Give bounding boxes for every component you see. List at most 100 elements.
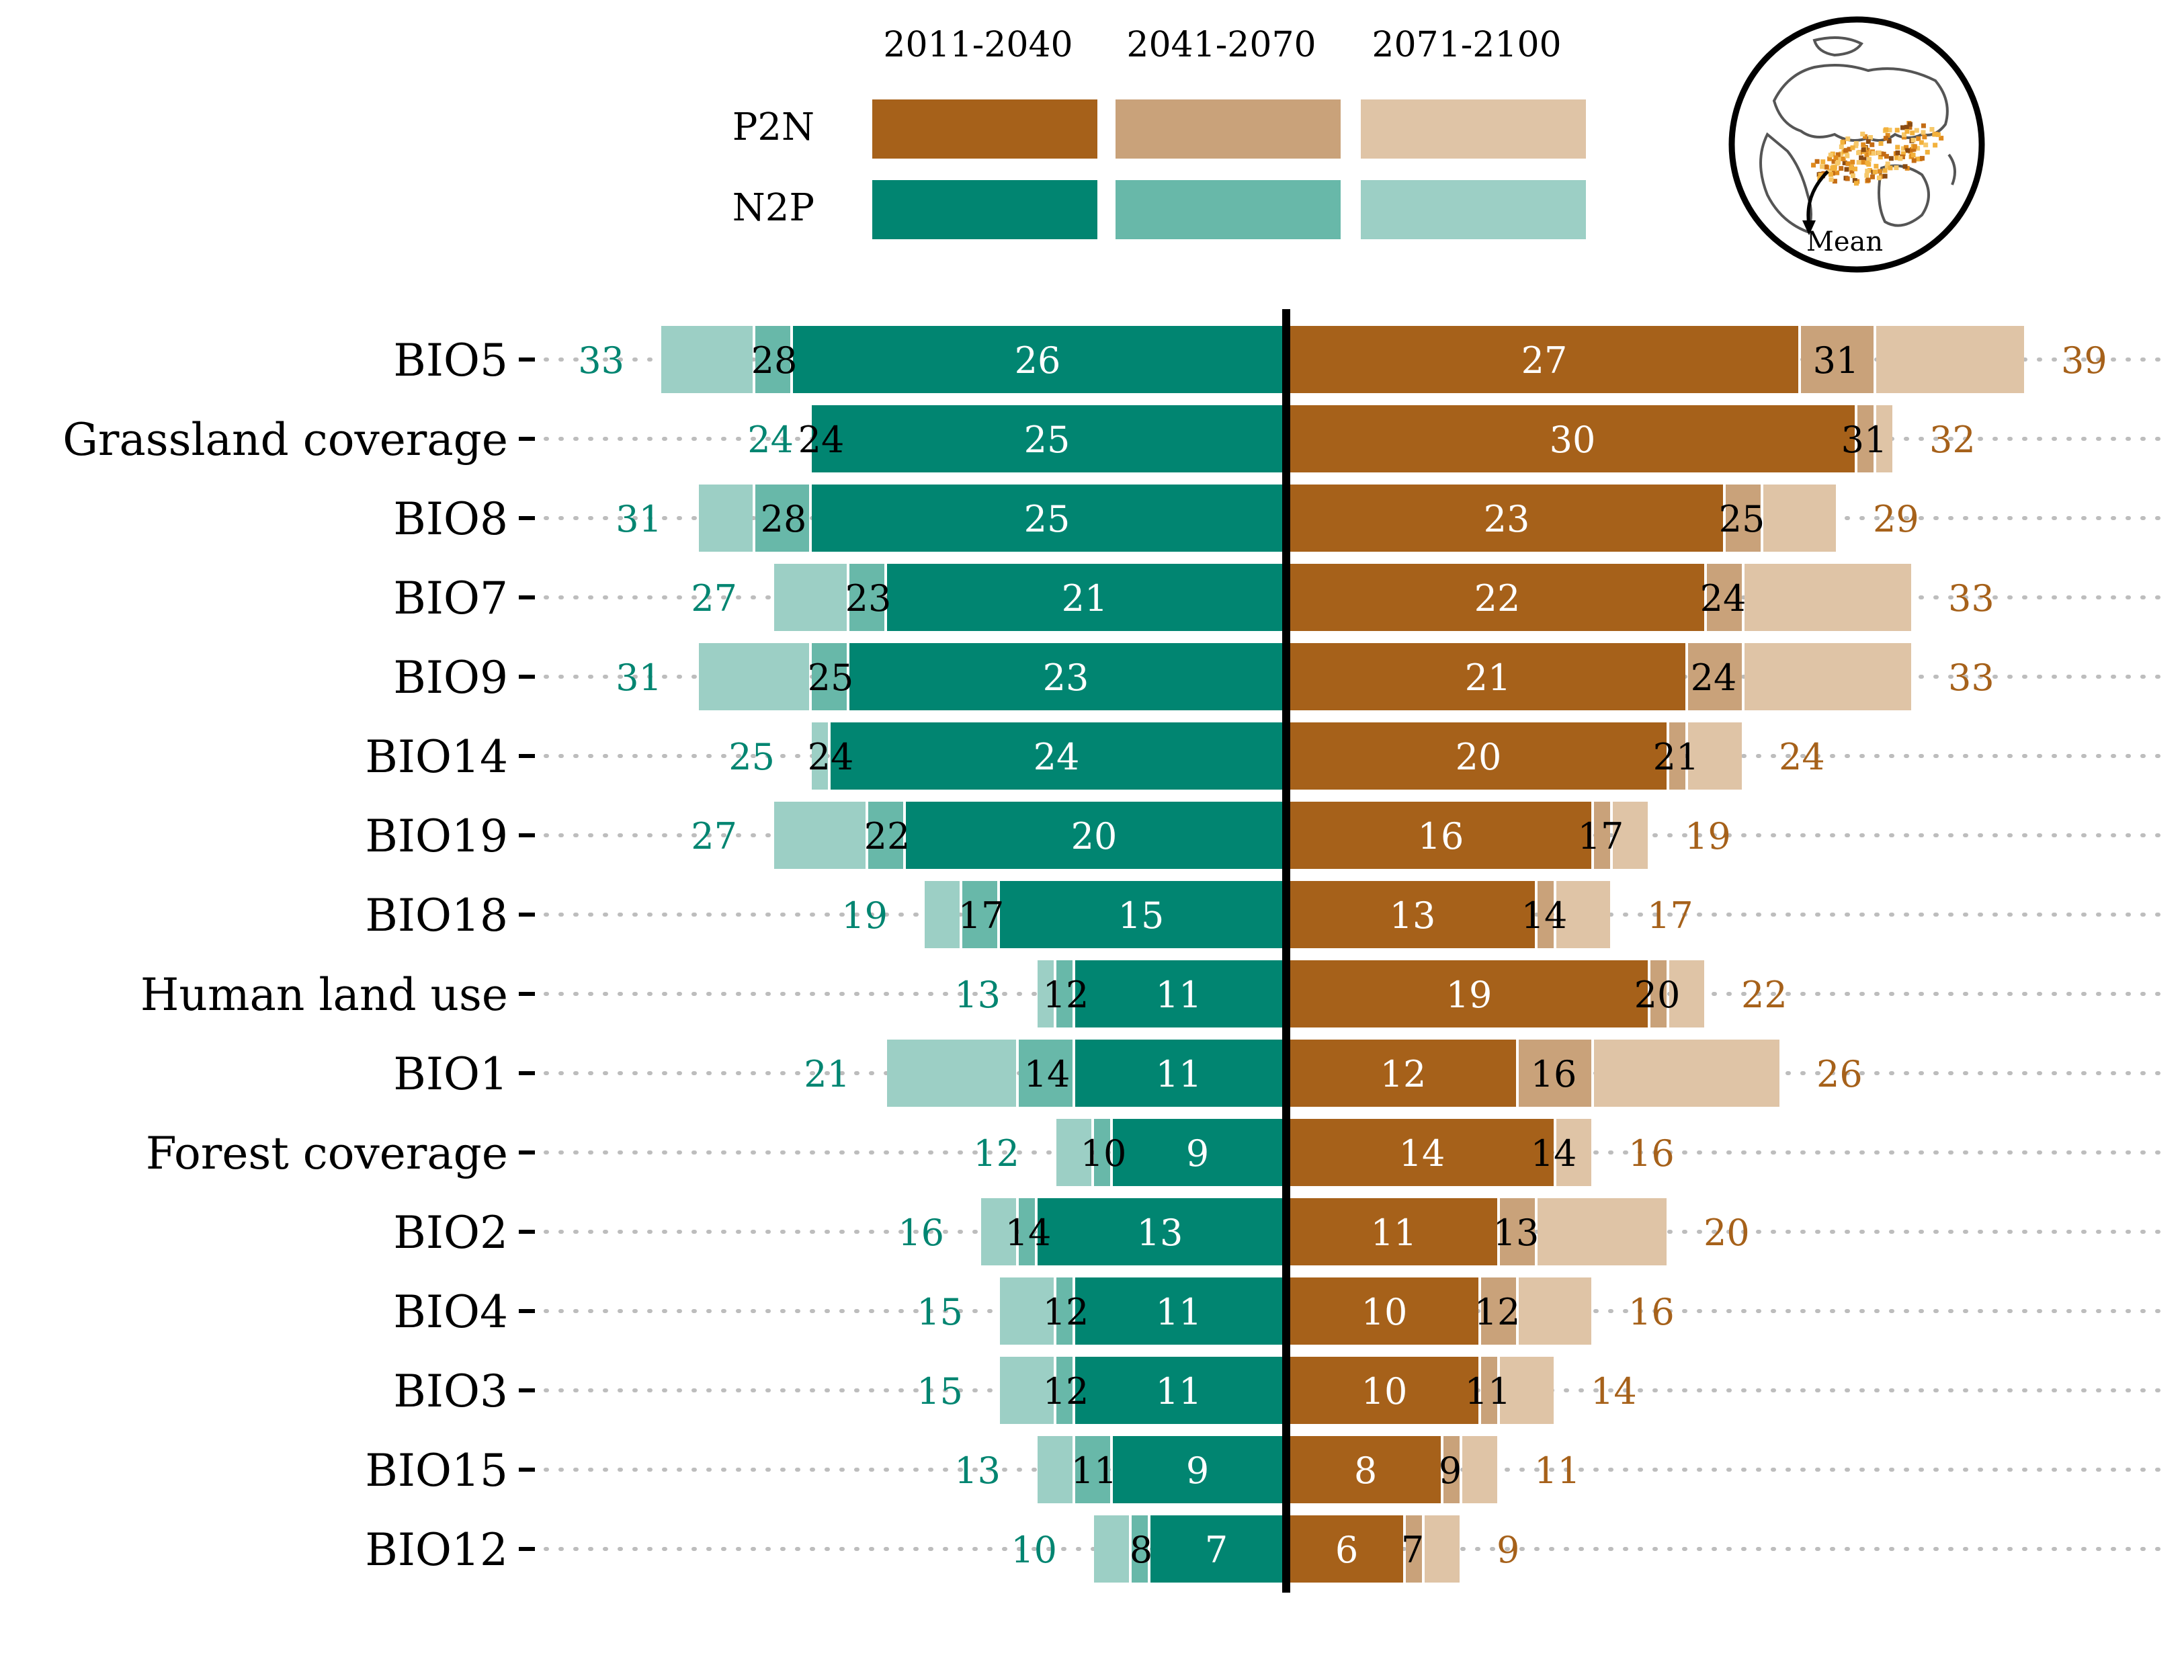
label-p2n-2011-2040-forest-coverage: 14 [1399,1132,1445,1175]
range-dot [1866,162,1872,167]
range-dot [1915,157,1921,162]
bar-p2n-2011-2040-bio2 [1290,1198,1497,1265]
bar-p2n-2011-2040-bio19 [1290,802,1591,869]
label-p2n-2011-2040-bio2: 11 [1371,1212,1417,1254]
bar-p2n-2011-2040-bio15 [1290,1436,1441,1503]
bar-n2p-2041-2070-bio18 [962,881,997,948]
label-p2n-2041-2070-bio1: 16 [1531,1053,1577,1095]
bar-n2p-2011-2040-bio18 [1000,881,1282,948]
label-n2p-2071-2100-bio9: 31 [616,657,662,699]
bar-n2p-2011-2040-bio12 [1150,1515,1282,1583]
label-p2n-2041-2070-human-land-use: 20 [1634,974,1681,1016]
bar-p2n-2071-2100-bio4 [1519,1277,1591,1345]
bar-p2n-2041-2070-bio5 [1801,326,1874,393]
range-dot [1840,140,1845,145]
category-axis: BIO5 Grassland coverage BIO8 BIO7 BIO9 BIO14 B… [62,335,535,1576]
range-dot [1904,124,1909,130]
bar-n2p-2071-2100-bio12 [1094,1515,1129,1583]
bar-n2p-2071-2100-bio9 [699,643,809,710]
label-p2n-2011-2040-bio3: 10 [1361,1370,1408,1413]
bar-n2p-2041-2070-bio7 [849,564,884,631]
range-dot [1933,142,1938,148]
bar-p2n-2011-2040-bio8 [1290,485,1723,552]
range-dot [1929,127,1935,132]
range-dot [1853,140,1859,146]
label-n2p-2071-2100-bio4: 15 [917,1291,963,1333]
bar-p2n-2071-2100-grassland-coverage [1876,405,1892,472]
range-dot [1910,153,1916,158]
range-dot [1876,150,1882,155]
range-dot [1902,164,1908,169]
label-n2p-2041-2070-bio14: 24 [808,736,854,778]
label-n2p-2041-2070-bio18: 17 [958,894,1005,937]
category-label-bio9: BIO9 [393,652,508,704]
label-p2n-2011-2040-bio19: 16 [1418,815,1464,857]
label-n2p-2071-2100-bio7: 27 [691,577,737,620]
range-dot [1876,175,1882,181]
bar-p2n-2041-2070-bio14 [1669,722,1685,790]
label-p2n-2041-2070-bio5: 31 [1813,339,1859,382]
species-range-dots [1811,120,1944,186]
range-dot [1861,142,1866,147]
bar-n2p-2041-2070-bio2 [1019,1198,1035,1265]
bar-p2n-2071-2100-bio7 [1745,564,1911,631]
bar-n2p-2071-2100-forest-coverage [1056,1119,1091,1186]
bar-p2n-2041-2070-bio2 [1500,1198,1535,1265]
bar-n2p-2011-2040-bio9 [849,643,1282,710]
bar-n2p-2041-2070-human-land-use [1056,960,1073,1027]
category-label-grassland-coverage: Grassland coverage [62,414,508,466]
bar-p2n-2011-2040-bio12 [1290,1515,1403,1583]
bar-n2p-2071-2100-bio1 [887,1040,1016,1107]
bar-p2n-2071-2100-forest-coverage [1556,1119,1591,1186]
label-p2n-2011-2040-bio12: 6 [1335,1529,1358,1571]
category-label-bio8: BIO8 [393,493,508,545]
range-dot [1867,168,1872,173]
range-dot [1872,169,1878,175]
label-p2n-2011-2040-bio9: 21 [1465,657,1511,699]
range-dot [1887,128,1892,133]
label-n2p-2041-2070-bio12: 8 [1130,1529,1152,1571]
label-p2n-2071-2100-human-land-use: 22 [1741,974,1788,1016]
label-n2p-2011-2040-bio9: 23 [1043,657,1089,699]
legend-label-p2n: P2N [732,106,814,149]
range-dot [1907,122,1913,127]
label-n2p-2011-2040-bio19: 20 [1071,815,1118,857]
range-dot [1814,159,1820,164]
bar-n2p-2071-2100-bio8 [699,485,753,552]
range-dot [1923,142,1929,148]
legend-swatch-p2n-2041-2070 [1116,99,1341,159]
range-dot [1881,151,1886,157]
label-n2p-2041-2070-bio9: 25 [808,657,854,699]
label-n2p-2011-2040-bio5: 26 [1015,339,1061,382]
label-n2p-2041-2070-bio3: 12 [1043,1370,1089,1413]
bar-p2n-2041-2070-bio12 [1406,1515,1422,1583]
bar-n2p-2071-2100-bio3 [1000,1357,1054,1424]
label-n2p-2041-2070-bio4: 12 [1043,1291,1089,1333]
label-n2p-2071-2100-bio1: 21 [804,1053,850,1095]
bar-n2p-2041-2070-bio8 [755,485,809,552]
range-dot [1828,172,1833,177]
bar-p2n-2041-2070-bio3 [1481,1357,1497,1424]
label-n2p-2041-2070-bio8: 28 [761,498,807,540]
range-dot [1900,125,1905,130]
bar-n2p-2011-2040-bio5 [793,326,1282,393]
legend-period-2071-2100: 2071-2100 [1372,25,1561,65]
label-p2n-2071-2100-bio15: 11 [1534,1450,1581,1492]
bar-p2n-2071-2100-bio15 [1462,1436,1497,1503]
label-n2p-2041-2070-bio2: 14 [1005,1212,1052,1254]
range-dot [1861,157,1867,162]
label-n2p-2071-2100-bio18: 19 [841,894,888,937]
bar-p2n-2071-2100-bio3 [1500,1357,1554,1424]
label-n2p-2011-2040-human-land-use: 11 [1156,974,1202,1016]
range-dot [1900,151,1906,157]
range-dot [1870,174,1875,179]
range-dot [1888,156,1894,161]
range-dot [1894,155,1900,161]
bar-p2n-2041-2070-bio4 [1481,1277,1516,1345]
label-n2p-2041-2070-bio19: 22 [864,815,911,857]
label-n2p-2071-2100-grassland-coverage: 24 [747,419,794,461]
category-label-forest-coverage: Forest coverage [146,1128,508,1179]
range-dot [1865,169,1870,174]
category-label-bio19: BIO19 [365,810,508,862]
